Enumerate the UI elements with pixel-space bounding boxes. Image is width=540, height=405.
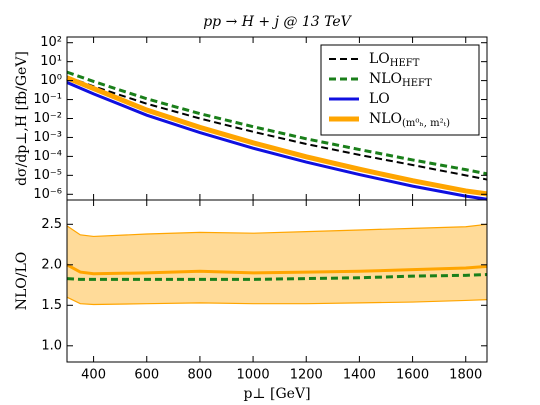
y-tick-label: 10⁻³: [33, 130, 62, 145]
y-tick-label: 1.0: [41, 338, 62, 353]
legend-name: NLO: [369, 71, 402, 87]
x-tick-label: 1600: [396, 368, 429, 383]
series-line: [66, 75, 488, 181]
legend-label: NLO(m⁰ₕ, m²ₜ): [369, 111, 450, 129]
legend-label: NLOHEFT: [369, 71, 432, 89]
y-tick-label: 10⁻⁶: [33, 187, 62, 202]
uncertainty-band: [67, 224, 487, 305]
y-tick-label: 10⁻²: [33, 111, 62, 126]
y-tick-label: 1.5: [41, 298, 62, 313]
x-tick-label: 1800: [449, 368, 482, 383]
x-tick-label: 1400: [343, 368, 376, 383]
plot-frame: [66, 199, 488, 363]
series-line: [66, 70, 488, 176]
band-edge: [66, 296, 488, 306]
legend-name: NLO: [369, 111, 402, 127]
legend-subscript: (m⁰ₕ, m²ₜ): [402, 118, 450, 129]
band-edge: [66, 223, 488, 238]
y-tick-label: 10⁰: [40, 73, 62, 88]
series-line: [66, 81, 488, 201]
y-tick-label: 10²: [40, 35, 62, 50]
x-axis-label: p⊥ [GeV]: [243, 386, 310, 402]
y-axis-label: dσ/dp⊥,H [fb/GeV]: [14, 51, 30, 186]
x-tick-label: 1000: [237, 368, 270, 383]
legend-name: LO: [369, 51, 390, 67]
legend-name: LO: [369, 91, 390, 107]
x-tick-label: 1200: [290, 368, 323, 383]
series-line: [66, 75, 488, 197]
legend-subscript: HEFT: [402, 78, 432, 89]
y-tick-label: 2.0: [41, 257, 62, 272]
x-tick-label: 400: [81, 368, 106, 383]
y-tick-label: 10⁻¹: [33, 92, 62, 107]
y-tick-label: 10⁻⁵: [33, 168, 62, 183]
legend-subscript: HEFT: [390, 58, 420, 69]
y-tick-label: 10¹: [40, 54, 62, 69]
legend-label: LOHEFT: [369, 51, 420, 69]
series-line: [66, 263, 488, 276]
x-tick-label: 600: [134, 368, 159, 383]
chart-title: pp → H + j @ 13 TeV: [203, 14, 352, 30]
x-tick-label: 800: [187, 368, 212, 383]
legend-label: LO: [369, 91, 390, 107]
y-tick-label: 10⁻⁴: [33, 149, 62, 164]
y-axis-label: NLO/LO: [14, 252, 30, 311]
y-tick-label: 2.5: [41, 217, 62, 232]
series-line: [66, 273, 488, 281]
